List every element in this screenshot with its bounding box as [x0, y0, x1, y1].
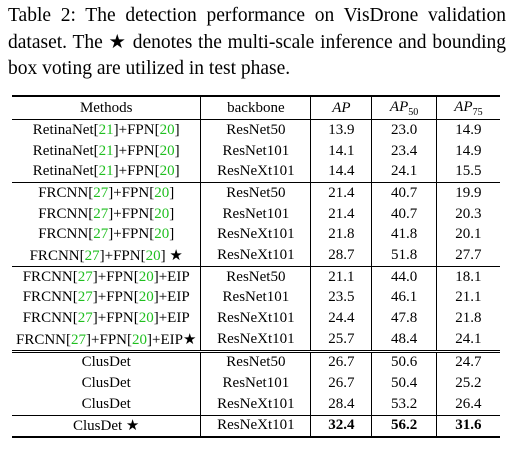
- ap75-cell: 24.7: [435, 351, 500, 374]
- ap-cell: 25.7: [310, 328, 372, 353]
- ap50-cell: 44.0: [371, 266, 437, 288]
- ap50-cell: 51.8: [371, 245, 437, 267]
- ap-cell: 24.4: [310, 308, 372, 329]
- ap-cell: 13.9: [310, 119, 372, 141]
- method-cell: FRCNN[27]+FPN[20]+EIP: [22, 268, 190, 285]
- table-row: FRCNN[27]+FPN[20] ResNet50 21.4 40.7 19.9: [12, 182, 500, 204]
- ap-cell: 28.7: [310, 245, 372, 267]
- method-cell: RetinaNet[21]+FPN[20]: [32, 142, 180, 159]
- backbone-cell: ResNet101: [200, 287, 311, 309]
- method-cell: FRCNN[27]+FPN[20]: [38, 184, 175, 201]
- ap-cell: 26.7: [310, 373, 372, 394]
- backbone-cell: ResNeXt101: [200, 328, 311, 353]
- backbone-cell: ResNet50: [200, 182, 311, 204]
- table-row: RetinaNet[21]+FPN[20] ResNet101 14.1 23.4 14…: [12, 140, 500, 162]
- backbone-cell: ResNeXt101: [200, 224, 311, 246]
- ap75-cell: 24.1: [435, 328, 500, 353]
- table-row: RetinaNet[21]+FPN[20] ResNeXt101 14.4 24.1 1…: [12, 161, 500, 184]
- ap75-cell: 20.1: [435, 224, 500, 246]
- ap-cell: 21.1: [310, 266, 372, 288]
- ap50-cell: 47.8: [371, 308, 437, 329]
- ap50-cell: 40.7: [371, 182, 437, 204]
- method-cell: RetinaNet[21]+FPN[20]: [32, 121, 180, 138]
- header-row: Methods backbone AP AP50 AP75: [12, 95, 500, 120]
- ap50-cell: 24.1: [371, 161, 437, 184]
- table-row: RetinaNet[21]+FPN[20] ResNet50 13.9 23.0 14.…: [12, 119, 500, 141]
- ap50-cell: 23.4: [371, 140, 437, 162]
- ap75-cell: 14.9: [435, 119, 500, 141]
- ap75-cell: 19.9: [435, 182, 500, 204]
- method-cell: FRCNN[27]+FPN[20]+EIP★: [12, 328, 201, 353]
- method-cell: ClusDet ★: [12, 415, 201, 439]
- backbone-cell: ResNeXt101: [200, 415, 311, 439]
- header-ap75: AP75: [435, 95, 500, 120]
- backbone-cell: ResNet50: [200, 119, 311, 141]
- ap-cell: 14.4: [310, 161, 372, 184]
- ap50-cell: 50.6: [371, 351, 437, 374]
- ap75-cell: 20.3: [435, 203, 500, 225]
- table-row: FRCNN[27]+FPN[20]+EIP ResNet101 23.5 46.1 21…: [12, 287, 500, 309]
- method-cell: ClusDet: [81, 354, 131, 371]
- backbone-cell: ResNeXt101: [200, 245, 311, 267]
- backbone-cell: ResNet50: [200, 351, 311, 374]
- ap-cell: 32.4: [310, 415, 372, 439]
- ap75-cell: 21.8: [435, 308, 500, 329]
- table-row: ClusDet ★ ResNeXt101 32.4 56.2 31.6: [12, 415, 500, 439]
- header-methods: Methods: [12, 95, 201, 120]
- ap50-cell: 53.2: [371, 393, 437, 416]
- ap50-cell: 56.2: [371, 415, 437, 439]
- ap-cell: 21.8: [310, 224, 372, 246]
- backbone-cell: ResNet101: [200, 203, 311, 225]
- backbone-cell: ResNeXt101: [200, 393, 311, 416]
- ap-cell: 23.5: [310, 287, 372, 309]
- ap-cell: 26.7: [310, 351, 372, 374]
- header-ap50: AP50: [371, 95, 437, 120]
- ap50-cell: 41.8: [371, 224, 437, 246]
- ap50-cell: 23.0: [371, 119, 437, 141]
- ap-cell: 21.4: [310, 203, 372, 225]
- header-ap: AP: [310, 95, 372, 120]
- table-row: FRCNN[27]+FPN[20] ResNet101 21.4 40.7 20.3: [12, 203, 500, 225]
- table-row: ClusDet ResNet101 26.7 50.4 25.2: [12, 373, 500, 394]
- method-cell: FRCNN[27]+FPN[20]: [38, 205, 175, 222]
- table-row: FRCNN[27]+FPN[20]+EIP ResNet50 21.1 44.0 18.…: [12, 266, 500, 288]
- method-cell: RetinaNet[21]+FPN[20]: [12, 161, 201, 184]
- table-row: ClusDet ResNeXt101 28.4 53.2 26.4: [12, 393, 500, 416]
- ap75-cell: 26.4: [435, 393, 500, 416]
- method-cell: FRCNN[27]+FPN[20]: [38, 226, 175, 243]
- ap75-cell: 14.9: [435, 140, 500, 162]
- ap-cell: 28.4: [310, 393, 372, 416]
- table-row: FRCNN[27]+FPN[20]+EIP★ ResNeXt101 25.7 48.4…: [12, 328, 500, 353]
- ap75-cell: 18.1: [435, 266, 500, 288]
- method-cell: FRCNN[27]+FPN[20]+EIP: [22, 289, 190, 306]
- ap75-cell: 21.1: [435, 287, 500, 309]
- backbone-cell: ResNeXt101: [200, 161, 311, 184]
- table-row: FRCNN[27]+FPN[20] ★ ResNeXt101 28.7 51.8 27.…: [12, 245, 500, 267]
- ap50-cell: 48.4: [371, 328, 437, 353]
- backbone-cell: ResNeXt101: [200, 308, 311, 329]
- table-row: ClusDet ResNet50 26.7 50.6 24.7: [12, 351, 500, 374]
- backbone-cell: ResNet101: [200, 140, 311, 162]
- ap75-cell: 15.5: [435, 161, 500, 184]
- table-row: FRCNN[27]+FPN[20]+EIP ResNeXt101 24.4 47.8 2…: [12, 308, 500, 329]
- backbone-cell: ResNet101: [200, 373, 311, 394]
- ap-cell: 14.1: [310, 140, 372, 162]
- ap75-cell: 31.6: [435, 415, 500, 439]
- ap-cell: 21.4: [310, 182, 372, 204]
- ap50-cell: 40.7: [371, 203, 437, 225]
- header-backbone: backbone: [200, 95, 311, 120]
- table-row: FRCNN[27]+FPN[20] ResNeXt101 21.8 41.8 20.1: [12, 224, 500, 246]
- method-cell: ClusDet: [81, 375, 131, 392]
- ap50-cell: 46.1: [371, 287, 437, 309]
- ap50-cell: 50.4: [371, 373, 437, 394]
- method-cell: ClusDet: [12, 393, 201, 416]
- ap75-cell: 27.7: [435, 245, 500, 267]
- results-table: Methods backbone AP AP50 AP75 RetinaNet[…: [12, 95, 500, 439]
- method-cell: FRCNN[27]+FPN[20] ★: [12, 245, 201, 267]
- table-caption: Table 2: The detection performance on Vi…: [8, 5, 506, 79]
- ap75-cell: 25.2: [435, 373, 500, 394]
- method-cell: FRCNN[27]+FPN[20]+EIP: [22, 310, 190, 327]
- backbone-cell: ResNet50: [200, 266, 311, 288]
